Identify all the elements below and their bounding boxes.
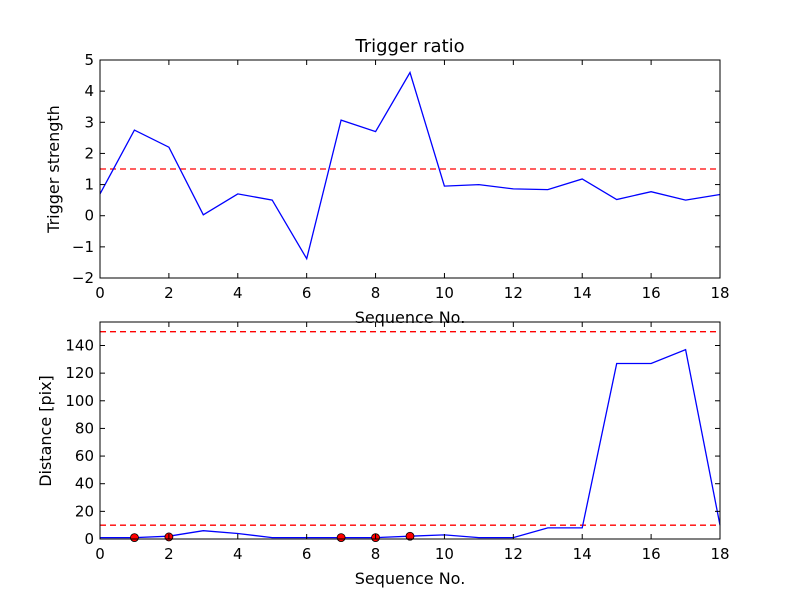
x-tick-label: 16 xyxy=(642,284,661,302)
x-tick-label: 14 xyxy=(573,545,592,563)
x-tick-label: 6 xyxy=(302,545,312,563)
x-tick-label: 12 xyxy=(504,284,523,302)
x-tick-label: 0 xyxy=(95,284,105,302)
y-tick-label: 3 xyxy=(84,113,94,131)
y-tick-label: 140 xyxy=(65,336,94,354)
data-marker xyxy=(336,533,346,543)
y-tick-label: 1 xyxy=(84,176,94,194)
trigger-ratio-frame xyxy=(99,59,721,279)
y-tick-label: −2 xyxy=(72,269,94,287)
x-tick-label: 12 xyxy=(504,545,523,563)
y-tick-label: 0 xyxy=(84,530,94,548)
distance-panel: Sequence No. Distance [pix] 0 2 4 6 8 10 12 14 1… xyxy=(36,321,730,588)
x-tick-label: 18 xyxy=(710,284,729,302)
y-tick-label: 4 xyxy=(84,82,94,100)
data-marker xyxy=(130,533,139,543)
series-line xyxy=(99,70,721,261)
y-tick-label: 5 xyxy=(84,51,94,69)
x-tick-label: 8 xyxy=(371,284,381,302)
y-tick-label: 2 xyxy=(84,144,94,162)
y-tick-label: 20 xyxy=(75,502,94,520)
chart-title: Trigger ratio xyxy=(354,36,464,57)
x-tick-label: 8 xyxy=(371,545,381,563)
y-tick-label: 40 xyxy=(75,475,94,493)
y-axis-label: Distance [pix] xyxy=(36,375,55,487)
x-tick-label: 6 xyxy=(302,284,312,302)
x-axis-label: Sequence No. xyxy=(355,569,466,588)
x-tick-label: 18 xyxy=(710,545,729,563)
x-tick-label: 0 xyxy=(95,545,105,563)
y-tick-label: 80 xyxy=(75,419,94,437)
y-axis-label: Trigger strength xyxy=(44,105,63,234)
data-marker xyxy=(405,531,415,541)
x-tick-label: 4 xyxy=(233,284,243,302)
x-tick-label: 16 xyxy=(642,545,661,563)
y-tick-label: 0 xyxy=(84,207,94,225)
x-tick-label: 10 xyxy=(435,545,454,563)
y-tick-label: −1 xyxy=(72,238,94,256)
trigger-ratio-plot-area xyxy=(99,70,721,261)
y-tick-label: 60 xyxy=(75,447,94,465)
distance-frame xyxy=(99,321,721,540)
y-tick-label: 120 xyxy=(65,364,94,382)
trigger-ratio-panel: Trigger ratio Sequence No. Trigger stren… xyxy=(44,36,730,327)
distance-plot-area xyxy=(100,331,721,543)
x-axis-label: Sequence No. xyxy=(355,308,466,327)
y-tick-label: 100 xyxy=(65,392,94,410)
x-tick-label: 14 xyxy=(573,284,592,302)
x-tick-label: 10 xyxy=(435,284,454,302)
x-tick-label: 2 xyxy=(164,284,174,302)
x-tick-label: 4 xyxy=(233,545,243,563)
x-tick-label: 2 xyxy=(164,545,174,563)
